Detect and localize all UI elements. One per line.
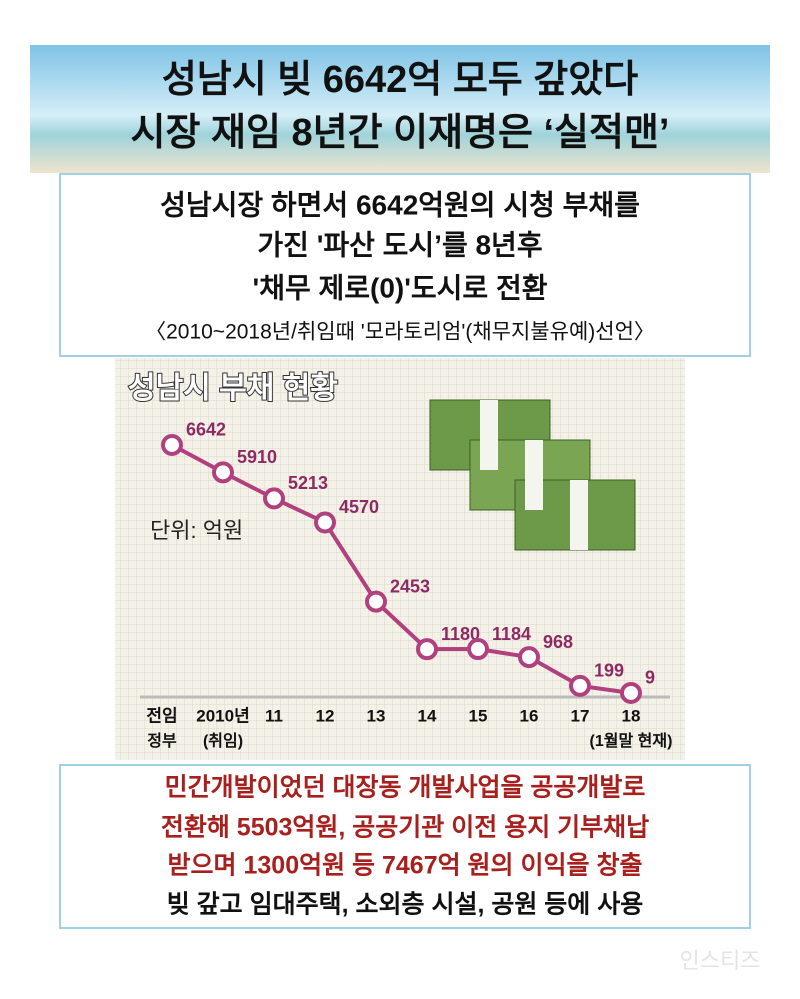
details-box [59,764,751,929]
summary-note: 〈2010~2018년/취임때 '모라토리엄'(채무지불유예)선언〉 [145,321,655,344]
point [314,511,336,534]
point [569,674,591,697]
x-tick-sublabel: 정부 [147,732,177,750]
point [263,487,285,510]
line [171,443,632,695]
money-illustration [429,399,636,551]
headline: 시장 재임 8년간 이재명은 ‘실적맨’ [131,112,670,154]
x-tick-label: 12 [316,706,335,725]
summary-line: 가진 '파산 도시’를 8년후 [257,229,542,260]
x-tick-label: 14 [418,706,437,725]
x-tick-sublabel: (취임) [203,732,243,750]
money-band [525,440,543,510]
point [416,638,438,661]
money-band [480,400,498,470]
value-label: 968 [543,632,573,652]
details-line: 민간개발이었던 대장동 개발사업을 공공개발로 [165,774,646,802]
value-label: 6642 [186,420,226,440]
value-label: 4570 [339,497,379,517]
value-label: 9 [645,668,655,688]
summary-line: '채무 제로(0)'도시로 전환 [253,272,548,303]
headline: 성남시 빚 6642억 모두 갚았다 [162,59,638,101]
value-label: 1184 [492,624,531,644]
value-label: 2453 [390,576,430,596]
point [467,638,489,661]
x-tick-label: 17 [571,706,590,725]
x-tick-sublabel: (1월말 현재) [590,731,673,750]
x-tick-label: 2010년 [196,706,249,725]
value-label: 5910 [237,447,277,467]
x-tick-label: 15 [469,706,488,725]
summary-line: 성남시장 하면서 6642억원의 시청 부채를 [160,189,640,220]
point [161,433,183,456]
x-tick-label: 13 [367,706,386,725]
point [518,646,540,669]
x-tick-label: 18 [622,706,641,725]
x-tick-label: 전임 [146,705,177,725]
x-tick-label: 11 [265,706,283,725]
value-label: 199 [594,661,624,681]
summary-box [59,173,751,357]
x-tick-label: 16 [520,706,539,725]
banner [30,45,770,173]
money-band [570,480,588,550]
chart-background [115,358,685,760]
details-line: 전환해 5503억원, 공공기관 이전 용지 기부채납 [161,814,649,842]
point [212,461,234,484]
details-line: 빚 갚고 임대주택, 소외층 시설, 공원 등에 사용 [167,891,644,919]
details-line: 받으며 1300억원 등 7467억 원의 이익을 창출 [168,852,643,880]
point [620,681,642,704]
chart-title: 성남시 부채 현황 [128,372,338,405]
value-label: 1180 [441,624,480,644]
point [365,590,387,613]
watermark: 인스티즈 [680,948,761,973]
value-label: 5213 [288,473,328,493]
unit-label: 단위: 억원 [150,518,243,543]
